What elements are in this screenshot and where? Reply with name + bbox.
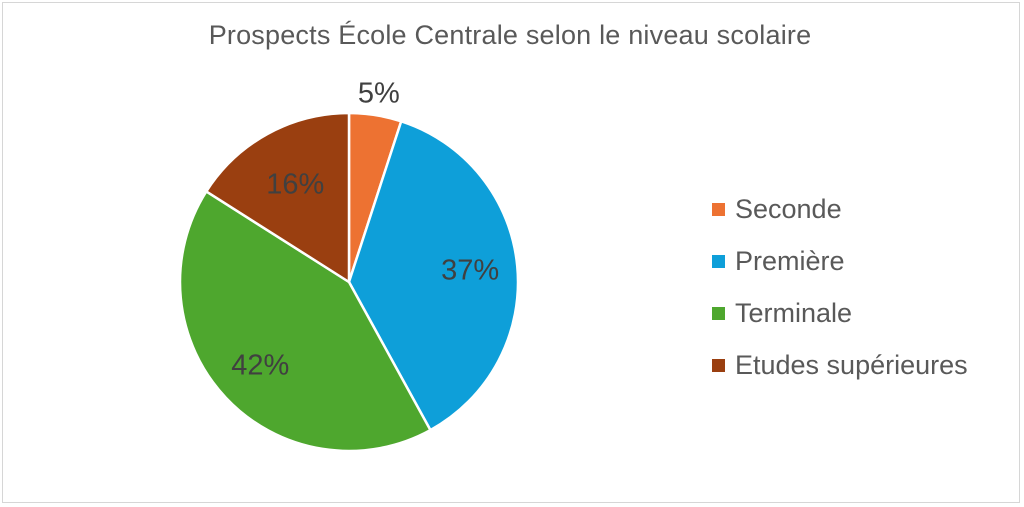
pie-slice-premi-re — [347, 120, 520, 432]
data-label-etudes-sup-rieures: 16% — [266, 168, 324, 200]
data-label-terminale: 42% — [231, 349, 289, 381]
legend-item: Seconde — [712, 183, 968, 235]
pie-slice-etudes-sup-rieures — [205, 111, 351, 284]
legend-item: Etudes supérieures — [712, 339, 968, 391]
legend-swatch — [712, 306, 725, 320]
pie-slice-terminale — [178, 190, 432, 453]
legend-item: Première — [712, 235, 968, 287]
legend-label: Seconde — [735, 193, 842, 224]
legend-swatch — [712, 358, 725, 372]
legend-label: Etudes supérieures — [735, 349, 968, 380]
legend-label: Première — [735, 245, 845, 276]
chart-title: Prospects École Centrale selon le niveau… — [208, 20, 812, 50]
legend-label: Terminale — [735, 297, 853, 328]
chart-legend: Seconde Première Terminale Etudes supérieur… — [712, 183, 968, 391]
data-label-premi-re: 37% — [441, 255, 499, 287]
legend-swatch — [712, 202, 725, 216]
data-label-seconde: 5% — [358, 77, 400, 109]
legend-swatch — [712, 254, 725, 268]
legend-item: Terminale — [712, 287, 968, 339]
